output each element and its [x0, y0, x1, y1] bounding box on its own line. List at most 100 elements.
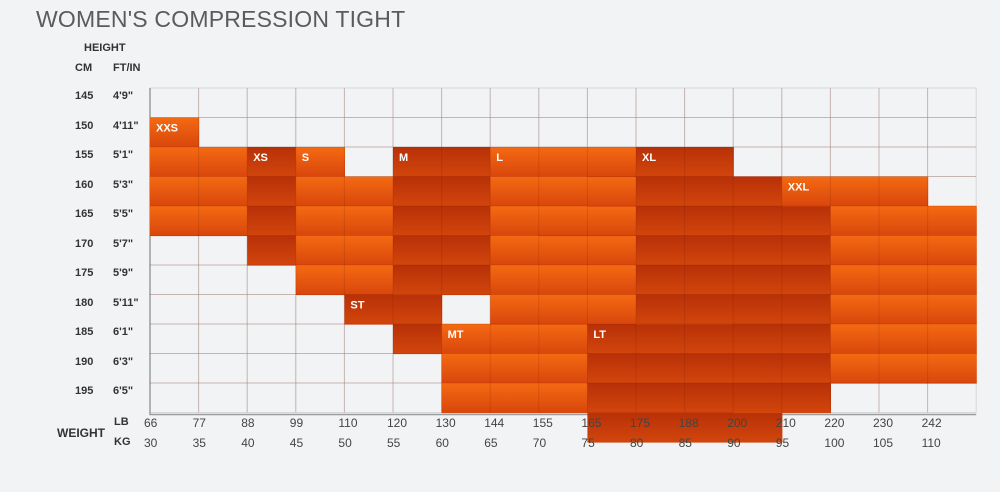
- size-cell-m: [393, 147, 443, 178]
- size-cell-xl: [781, 294, 831, 325]
- height-ftin-tick: 5'5": [113, 208, 134, 220]
- size-cell-mt: [538, 324, 588, 355]
- size-cell-xl: [733, 353, 783, 384]
- size-cell-lt: [684, 412, 734, 443]
- height-cm-tick: 185: [75, 326, 94, 338]
- size-cell-m: [393, 235, 443, 266]
- height-axis-label: HEIGHT: [84, 42, 126, 54]
- size-cell-mt: [441, 383, 491, 414]
- size-cell-l: [587, 176, 637, 207]
- size-cell-s: [344, 265, 394, 296]
- size-cell-l: [587, 294, 637, 325]
- size-cell-xl: [733, 265, 783, 296]
- height-cm-tick: 180: [75, 296, 94, 309]
- size-cell-xxs: [150, 117, 200, 148]
- size-cell-mt: [538, 383, 588, 414]
- size-cell-m: [441, 265, 491, 296]
- size-cell-xs: [247, 176, 297, 207]
- size-cell-l: [587, 147, 637, 178]
- height-cm-tick: 160: [75, 178, 94, 191]
- size-cell-lt: [636, 353, 686, 384]
- size-cell-s: [295, 235, 345, 266]
- size-cell-m: [441, 206, 491, 237]
- size-cell-xxl: [879, 353, 929, 384]
- height-cm-tick: 155: [75, 149, 94, 161]
- size-label-s: S: [302, 152, 309, 164]
- size-cell-xxl: [830, 206, 880, 237]
- size-cell-xxl: [927, 353, 977, 384]
- size-label-m: M: [399, 152, 408, 164]
- height-ftin-tick: 6'3": [113, 355, 134, 368]
- height-cm-tick: 170: [75, 237, 94, 250]
- size-cell-mt: [490, 353, 540, 384]
- size-cell-l: [538, 147, 588, 178]
- size-cell-xl: [684, 235, 734, 266]
- weight-kg-tick: 45: [289, 436, 304, 450]
- size-label-xs: XS: [253, 152, 268, 164]
- size-cell-xl: [733, 235, 783, 266]
- height-ftin-tick: 5'9": [113, 267, 134, 279]
- size-cell-xxl: [879, 176, 929, 207]
- size-cell-xl: [781, 206, 831, 237]
- weight-kg-tick: 85: [678, 436, 692, 450]
- size-cell-xs: [247, 235, 297, 266]
- size-cell-xxl: [830, 353, 880, 384]
- size-cell-xl: [636, 176, 686, 207]
- size-cell-xxl: [927, 206, 977, 237]
- size-cell-xxl: [879, 324, 929, 355]
- size-cell-l: [538, 235, 588, 266]
- weight-kg-tick: 105: [873, 436, 894, 450]
- kg-row-label: KG: [114, 436, 131, 448]
- ftin-column-label: FT/IN: [113, 62, 141, 74]
- size-cell-xxs: [150, 147, 200, 178]
- size-cell-st: [393, 324, 443, 355]
- weight-lb-tick: 210: [775, 416, 796, 430]
- size-cell-mt: [441, 324, 491, 355]
- size-cell-xl: [684, 147, 734, 178]
- weight-kg-tick: 95: [775, 436, 790, 450]
- size-cell-mt: [441, 353, 491, 384]
- size-cell-xxl: [879, 206, 929, 237]
- weight-kg-tick: 75: [581, 436, 595, 450]
- cm-column-label: CM: [75, 62, 93, 74]
- size-cell-lt: [636, 324, 686, 355]
- weight-kg-tick: 35: [192, 436, 206, 450]
- size-cell-xxl: [830, 294, 880, 325]
- size-cell-st: [393, 294, 443, 325]
- size-cell-s: [344, 206, 394, 237]
- size-cell-l: [490, 235, 540, 266]
- weight-lb-tick: 155: [532, 416, 553, 430]
- size-label-xxl: XXL: [788, 182, 810, 194]
- size-label-xl: XL: [642, 152, 656, 164]
- size-cell-xl: [684, 294, 734, 325]
- size-cell-lt: [684, 353, 734, 384]
- weight-kg-tick: 55: [387, 436, 401, 450]
- size-label-l: L: [496, 152, 503, 164]
- size-cell-xl: [733, 383, 783, 414]
- size-cell-xxs: [198, 176, 248, 207]
- weight-kg-tick: 30: [144, 436, 158, 450]
- size-cell-xl: [636, 265, 686, 296]
- size-cell-xl: [636, 206, 686, 237]
- weight-lb-tick: 165: [581, 416, 602, 430]
- size-cell-xl: [684, 176, 734, 207]
- height-ftin-tick: 5'7": [113, 237, 134, 250]
- size-cell-m: [393, 265, 443, 296]
- size-cell-xl: [781, 324, 831, 355]
- weight-kg-tick: 65: [484, 436, 498, 450]
- size-cell-xxs: [198, 147, 248, 178]
- size-cell-lt: [636, 412, 686, 443]
- size-cell-xxl: [781, 176, 831, 207]
- height-ftin-tick: 4'9": [113, 90, 134, 102]
- size-cell-lt: [587, 324, 637, 355]
- size-cell-lt: [587, 412, 637, 443]
- weight-kg-tick: 110: [921, 436, 941, 450]
- height-ftin-tick: 5'3": [113, 178, 134, 191]
- height-ftin-tick: 6'5": [113, 385, 134, 397]
- height-cm-tick: 190: [75, 355, 94, 368]
- size-cell-m: [393, 176, 443, 207]
- weight-lb-tick: 144: [484, 416, 505, 430]
- size-cell-xxl: [879, 235, 929, 266]
- size-cell-xl: [781, 265, 831, 296]
